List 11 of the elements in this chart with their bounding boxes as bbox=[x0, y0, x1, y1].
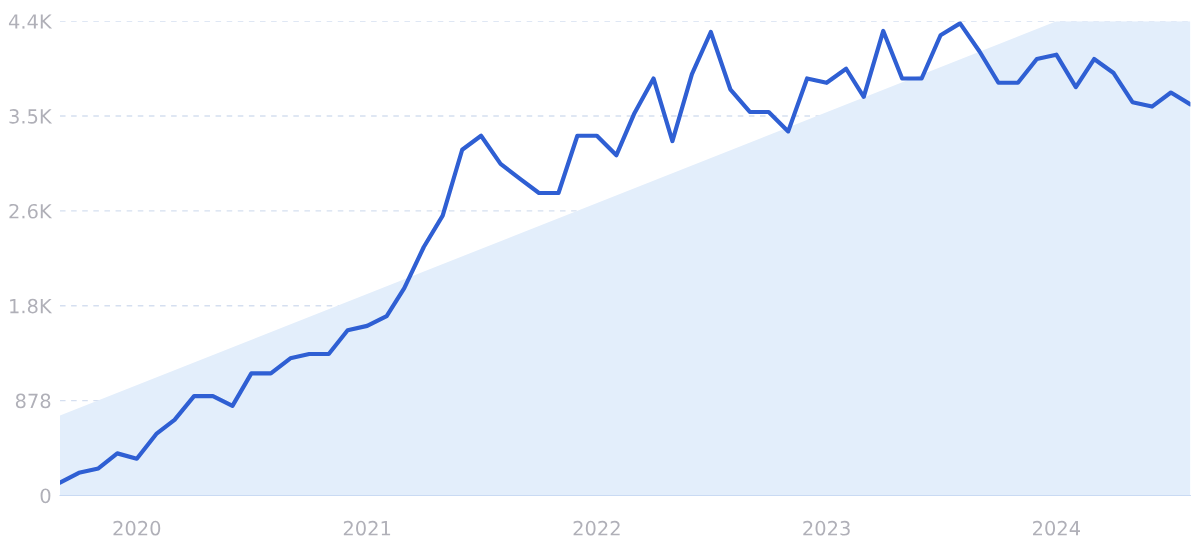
y-tick-label: 4.4K bbox=[8, 14, 53, 29]
x-tick-label: 2024 bbox=[1033, 520, 1080, 536]
y-tick-label: 1.8K bbox=[10, 298, 53, 314]
x-tick-label: 2020 bbox=[113, 520, 161, 536]
y-tick-label: 3.5K bbox=[9, 109, 53, 124]
y-tick-label: 0 bbox=[40, 488, 51, 504]
y-tick-label: 2.6K bbox=[9, 203, 53, 219]
y-tick-label: 878 bbox=[15, 393, 51, 409]
x-tick-label: 2023 bbox=[803, 520, 850, 536]
x-tick-label: 2021 bbox=[343, 520, 391, 536]
x-tick-label: 2022 bbox=[573, 520, 620, 536]
